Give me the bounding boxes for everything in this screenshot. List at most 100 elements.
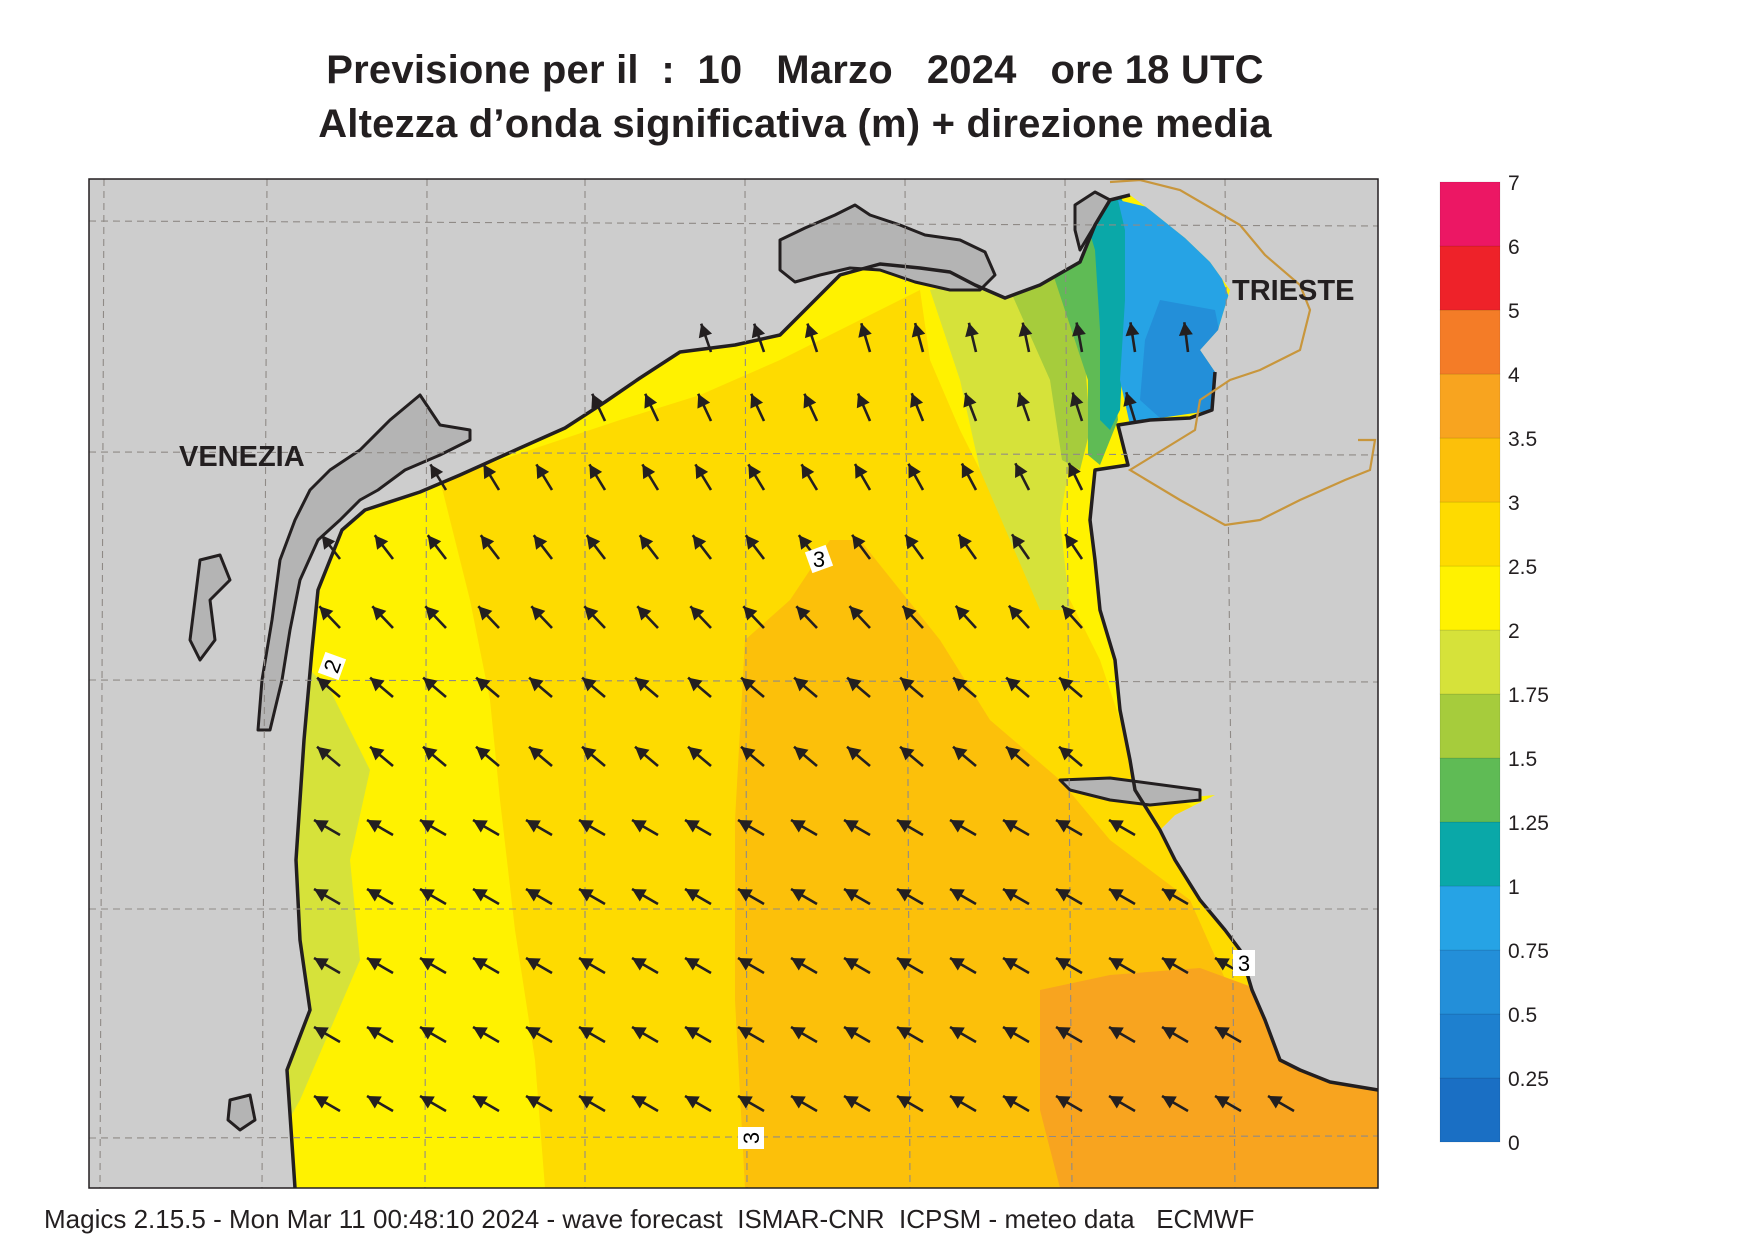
colorbar-tick-label: 3 bbox=[1508, 492, 1520, 515]
state-border bbox=[1109, 178, 1377, 527]
direction-arrow-head bbox=[1162, 1027, 1177, 1040]
direction-arrow-head bbox=[1068, 463, 1081, 478]
colorbar-swatch bbox=[1439, 245, 1501, 311]
direction-arrow-head bbox=[685, 1096, 700, 1109]
direction-arrow-head bbox=[579, 1027, 594, 1040]
direction-arrow-head bbox=[367, 1096, 382, 1109]
direction-arrow-head bbox=[695, 464, 709, 480]
direction-arrow-head bbox=[844, 820, 859, 833]
direction-arrow-head bbox=[483, 464, 497, 480]
direction-arrow-head bbox=[476, 746, 491, 761]
direction-arrow-head bbox=[632, 820, 647, 833]
direction-arrow-head bbox=[953, 746, 968, 761]
direction-arrow-head bbox=[801, 464, 815, 480]
direction-arrow-head bbox=[688, 677, 703, 692]
direction-arrow-head bbox=[854, 464, 868, 479]
wave-height-field bbox=[287, 195, 1378, 1188]
direction-arrow-head bbox=[427, 535, 442, 550]
direction-arrow-head bbox=[632, 1027, 647, 1040]
svg-text:3: 3 bbox=[1238, 951, 1250, 976]
direction-arrow-head bbox=[637, 606, 652, 621]
direction-arrow-head bbox=[314, 1096, 329, 1109]
svg-text:3: 3 bbox=[813, 547, 825, 572]
direction-arrow-head bbox=[526, 958, 541, 971]
direction-arrow-head bbox=[750, 393, 764, 409]
direction-arrow-head bbox=[791, 820, 806, 833]
direction-arrow-head bbox=[589, 464, 603, 480]
direction-arrow-head bbox=[1162, 889, 1177, 902]
direction-arrow-head bbox=[1125, 322, 1140, 337]
direction-arrow-head bbox=[1178, 322, 1193, 336]
direction-arrow-head bbox=[950, 889, 965, 902]
direction-arrow-head bbox=[1215, 958, 1230, 971]
direction-arrow-head bbox=[905, 534, 919, 550]
direction-arrow-head bbox=[1003, 1027, 1018, 1040]
direction-arrow-head bbox=[902, 605, 917, 621]
direction-arrow-head bbox=[1162, 958, 1177, 971]
direction-arrow-head bbox=[529, 746, 544, 761]
direction-arrow-head bbox=[844, 958, 859, 971]
colorbar-swatch bbox=[1439, 885, 1501, 951]
direction-arrow-head bbox=[1065, 534, 1079, 549]
wave-direction-arrows bbox=[313, 322, 1295, 1113]
direction-arrow-head bbox=[372, 606, 387, 621]
contour-label-d: 3 bbox=[738, 1127, 764, 1149]
direction-arrow-head bbox=[579, 1096, 594, 1109]
contour-label-b: 2 bbox=[317, 651, 346, 681]
colorbar-swatch bbox=[1439, 181, 1501, 247]
direction-arrow-head bbox=[473, 1027, 488, 1040]
direction-arrow-head bbox=[791, 958, 806, 971]
direction-arrow-head bbox=[791, 1096, 806, 1109]
colorbar-swatch bbox=[1439, 565, 1501, 631]
contour-label-a: 3 bbox=[804, 544, 834, 574]
direction-arrow-head bbox=[685, 958, 700, 971]
direction-arrow-head bbox=[526, 1096, 541, 1109]
direction-arrow-head bbox=[639, 535, 654, 550]
direction-arrow-head bbox=[950, 1096, 965, 1109]
colorbar-swatch bbox=[1439, 757, 1501, 823]
direction-arrow-head bbox=[423, 677, 438, 692]
direction-arrow-head bbox=[317, 746, 332, 761]
direction-arrow-head bbox=[844, 1096, 859, 1109]
direction-arrow-head bbox=[531, 606, 546, 621]
direction-arrow-head bbox=[533, 535, 548, 550]
direction-arrow-head bbox=[1059, 677, 1074, 692]
direction-arrow-head bbox=[743, 606, 758, 621]
direction-arrow-head bbox=[908, 463, 921, 479]
direction-arrow-head bbox=[367, 1027, 382, 1040]
direction-arrow-head bbox=[420, 958, 435, 971]
colorbar-swatch bbox=[1439, 309, 1501, 375]
colorbar-swatch bbox=[1439, 949, 1501, 1015]
direction-arrow-head bbox=[632, 958, 647, 971]
direction-arrow-head bbox=[1109, 1096, 1124, 1109]
direction-arrow-head bbox=[844, 1027, 859, 1040]
direction-arrow-head bbox=[852, 534, 866, 550]
direction-arrow-head bbox=[526, 820, 541, 833]
direction-arrow-head bbox=[370, 677, 385, 692]
direction-arrow-head bbox=[958, 534, 972, 550]
colorbar-swatch bbox=[1439, 1077, 1501, 1143]
direction-arrow-head bbox=[1016, 392, 1030, 408]
direction-arrow-head bbox=[847, 746, 862, 761]
colorbar-swatch bbox=[1439, 437, 1501, 503]
colorbar-tick-label: 1.25 bbox=[1508, 812, 1549, 835]
direction-arrow-head bbox=[1109, 958, 1124, 971]
direction-arrow-head bbox=[950, 1027, 965, 1040]
direction-arrow-head bbox=[529, 677, 544, 692]
direction-arrow-head bbox=[794, 677, 809, 692]
direction-arrow-head bbox=[791, 1027, 806, 1040]
west-coastline bbox=[285, 193, 1131, 1189]
direction-arrow-head bbox=[526, 1027, 541, 1040]
direction-arrow-head bbox=[897, 1096, 912, 1109]
direction-arrow-head bbox=[635, 746, 650, 761]
direction-arrow-head bbox=[314, 889, 329, 902]
direction-arrow-head bbox=[1109, 889, 1124, 902]
direction-arrow-head bbox=[584, 606, 599, 621]
direction-arrow-head bbox=[579, 820, 594, 833]
direction-arrow-head bbox=[1062, 605, 1076, 620]
direction-arrow-head bbox=[1056, 889, 1071, 902]
direction-arrow-head bbox=[586, 535, 601, 550]
colorbar-tick-label: 0.25 bbox=[1508, 1068, 1549, 1091]
direction-arrow-head bbox=[591, 393, 605, 409]
colorbar-tick-label: 1.75 bbox=[1508, 684, 1549, 707]
